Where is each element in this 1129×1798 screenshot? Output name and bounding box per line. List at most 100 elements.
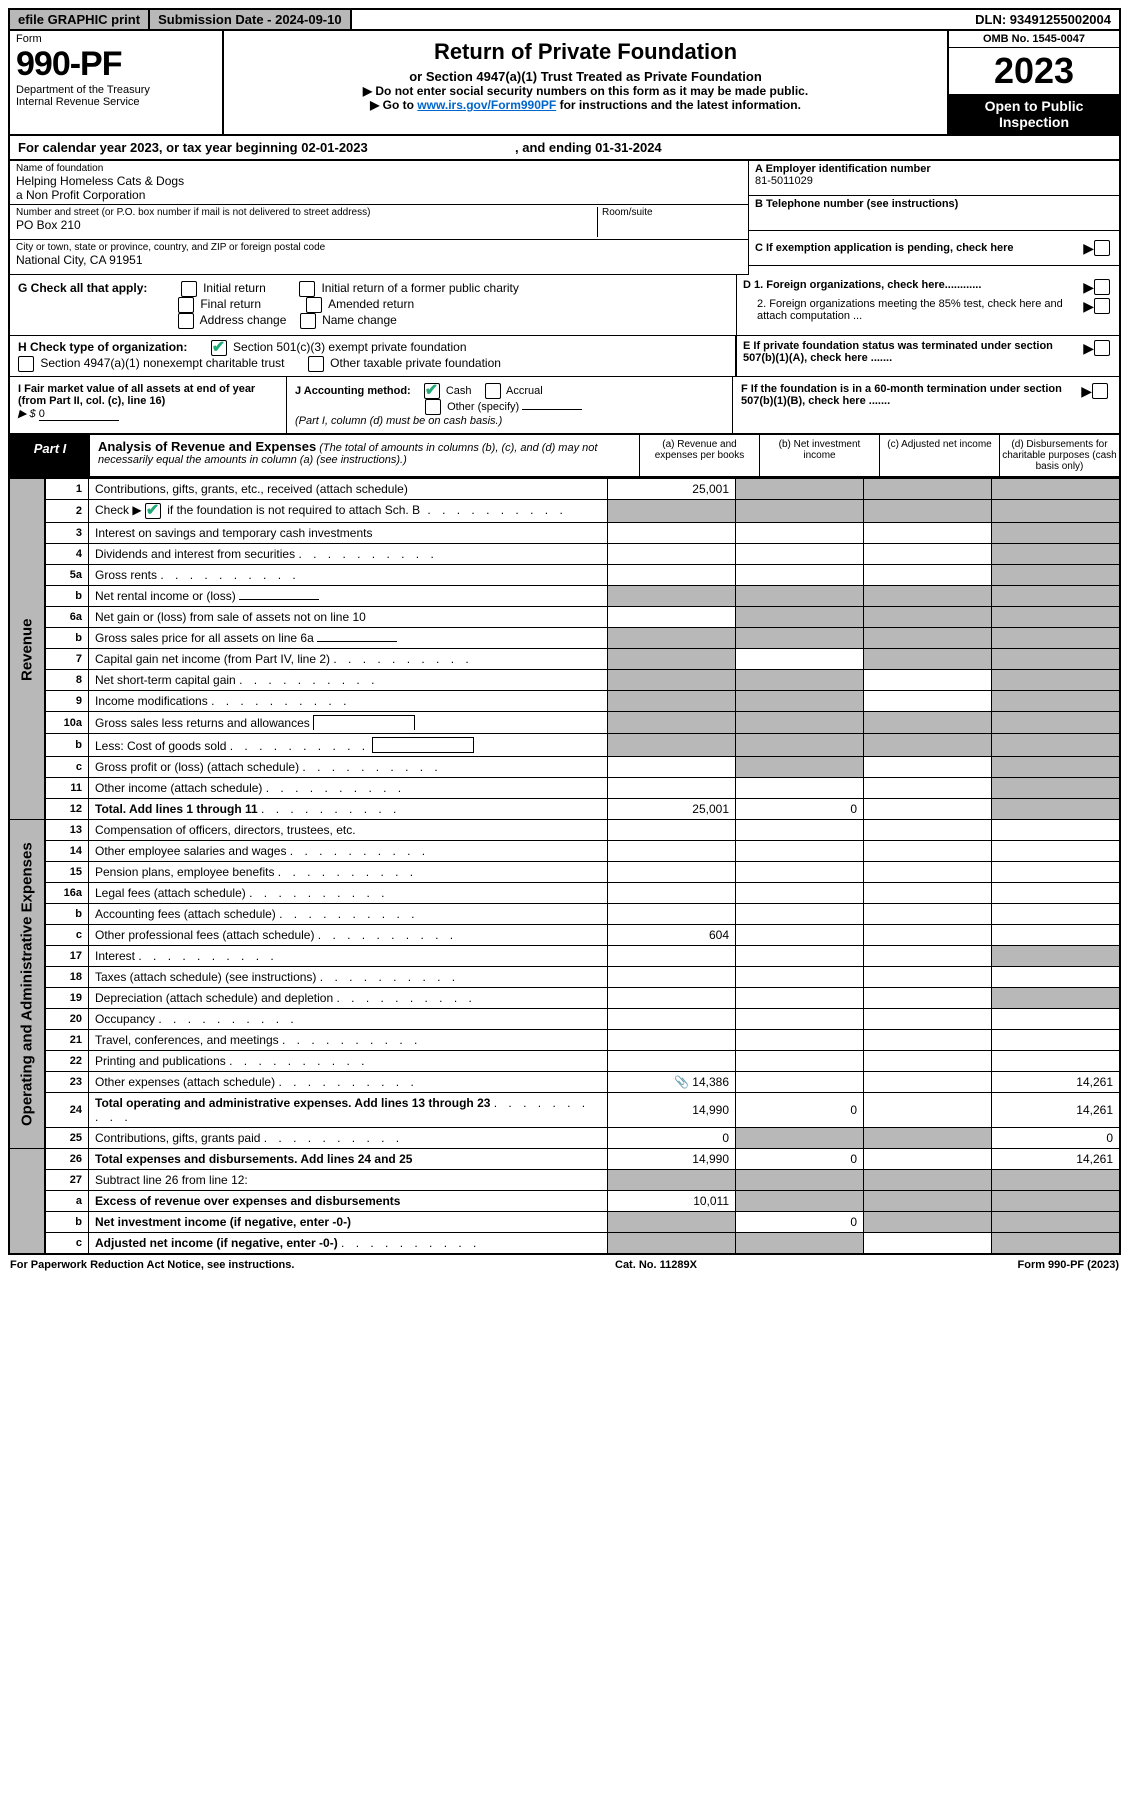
open-inspection: Open to Public Inspection bbox=[949, 94, 1119, 134]
table-row: bNet rental income or (loss) bbox=[9, 586, 1120, 607]
h-other-checkbox[interactable] bbox=[308, 356, 324, 372]
table-row: 5aGross rents bbox=[9, 565, 1120, 586]
g-amended-checkbox[interactable] bbox=[306, 297, 322, 313]
attachment-icon[interactable]: 📎 bbox=[674, 1075, 689, 1089]
form-title: Return of Private Foundation bbox=[234, 39, 937, 65]
col-a-head: (a) Revenue and expenses per books bbox=[639, 435, 759, 476]
j-accrual-checkbox[interactable] bbox=[485, 383, 501, 399]
e-checkbox[interactable] bbox=[1094, 340, 1110, 356]
form-subtitle: or Section 4947(a)(1) Trust Treated as P… bbox=[234, 69, 937, 84]
table-row: 4Dividends and interest from securities bbox=[9, 544, 1120, 565]
top-bar: efile GRAPHIC print Submission Date - 20… bbox=[8, 8, 1121, 31]
col-d-head: (d) Disbursements for charitable purpose… bbox=[999, 435, 1119, 476]
schb-checkbox[interactable] bbox=[145, 503, 161, 519]
name-label: Name of foundation bbox=[16, 163, 742, 174]
table-row: 12Total. Add lines 1 through 11 25,0010 bbox=[9, 799, 1120, 820]
g-opt-name: Name change bbox=[322, 313, 397, 327]
part1-tab: Part I bbox=[10, 435, 90, 476]
f-checkbox[interactable] bbox=[1092, 383, 1108, 399]
form-note-1: ▶ Do not enter social security numbers o… bbox=[234, 84, 937, 98]
footer-left: For Paperwork Reduction Act Notice, see … bbox=[10, 1259, 294, 1271]
form-note-2: ▶ Go to www.irs.gov/Form990PF for instru… bbox=[234, 98, 937, 112]
efile-button[interactable]: efile GRAPHIC print bbox=[10, 10, 150, 29]
footer-right: Form 990-PF (2023) bbox=[1018, 1259, 1119, 1271]
city: National City, CA 91951 bbox=[16, 253, 742, 267]
table-row: 18Taxes (attach schedule) (see instructi… bbox=[9, 967, 1120, 988]
table-row: 9Income modifications bbox=[9, 691, 1120, 712]
g-address-checkbox[interactable] bbox=[178, 313, 194, 329]
g-name-checkbox[interactable] bbox=[300, 313, 316, 329]
h-opt1: Section 501(c)(3) exempt private foundat… bbox=[233, 340, 466, 354]
page-footer: For Paperwork Reduction Act Notice, see … bbox=[8, 1255, 1121, 1275]
city-label: City or town, state or province, country… bbox=[16, 242, 742, 253]
cal-end: 01-31-2024 bbox=[595, 140, 662, 155]
table-row: 20Occupancy bbox=[9, 1009, 1120, 1030]
g-opt-final: Final return bbox=[200, 297, 261, 311]
phone-label: B Telephone number (see instructions) bbox=[755, 198, 958, 210]
section-i-j-f: I Fair market value of all assets at end… bbox=[8, 376, 1121, 435]
g-final-checkbox[interactable] bbox=[178, 297, 194, 313]
table-row: 26Total expenses and disbursements. Add … bbox=[9, 1149, 1120, 1170]
form-number: 990-PF bbox=[16, 45, 216, 84]
g-former-checkbox[interactable] bbox=[299, 281, 315, 297]
h-opt2: Section 4947(a)(1) nonexempt charitable … bbox=[40, 356, 284, 370]
g-initial-checkbox[interactable] bbox=[181, 281, 197, 297]
col-c-head: (c) Adjusted net income bbox=[879, 435, 999, 476]
form-header: Form 990-PF Department of the Treasury I… bbox=[8, 31, 1121, 136]
arrow-icon: ▶ bbox=[1083, 279, 1094, 296]
col-b-head: (b) Net investment income bbox=[759, 435, 879, 476]
table-row: Revenue 1Contributions, gifts, grants, e… bbox=[9, 479, 1120, 500]
table-row: 2Check ▶ if the foundation is not requir… bbox=[9, 500, 1120, 523]
form990pf-link[interactable]: www.irs.gov/Form990PF bbox=[417, 98, 556, 112]
table-row: 25Contributions, gifts, grants paid 00 bbox=[9, 1128, 1120, 1149]
j-other-checkbox[interactable] bbox=[425, 399, 441, 415]
table-row: 16aLegal fees (attach schedule) bbox=[9, 883, 1120, 904]
calendar-year-row: For calendar year 2023, or tax year begi… bbox=[8, 136, 1121, 161]
cal-pre: For calendar year 2023, or tax year begi… bbox=[18, 140, 301, 155]
g-opt-amended: Amended return bbox=[328, 297, 414, 311]
arrow-icon: ▶ bbox=[1083, 240, 1094, 257]
j-cash-checkbox[interactable] bbox=[424, 383, 440, 399]
table-row: 19Depreciation (attach schedule) and dep… bbox=[9, 988, 1120, 1009]
entity-info: Name of foundation Helping Homeless Cats… bbox=[8, 161, 1121, 275]
foundation-name: Helping Homeless Cats & Dogs a Non Profi… bbox=[16, 174, 742, 202]
table-row: 6aNet gain or (loss) from sale of assets… bbox=[9, 607, 1120, 628]
cal-mid: , and ending bbox=[515, 140, 595, 155]
i-value: 0 bbox=[39, 408, 119, 421]
part1-header: Part I Analysis of Revenue and Expenses … bbox=[8, 435, 1121, 478]
arrow-icon: ▶ bbox=[1083, 298, 1094, 322]
c-checkbox[interactable] bbox=[1094, 240, 1110, 256]
table-row: bAccounting fees (attach schedule) bbox=[9, 904, 1120, 925]
arrow-icon: ▶ bbox=[1081, 383, 1092, 407]
h-501c3-checkbox[interactable] bbox=[211, 340, 227, 356]
j-label: J Accounting method: bbox=[295, 385, 411, 397]
room-label: Room/suite bbox=[602, 207, 742, 218]
d2-label: 2. Foreign organizations meeting the 85%… bbox=[743, 298, 1083, 322]
table-row: bLess: Cost of goods sold bbox=[9, 734, 1120, 757]
h-opt3: Other taxable private foundation bbox=[330, 356, 501, 370]
cal-begin: 02-01-2023 bbox=[301, 140, 368, 155]
g-opt-former: Initial return of a former public charit… bbox=[321, 281, 518, 295]
c-label: C If exemption application is pending, c… bbox=[755, 242, 1014, 254]
d1-label: D 1. Foreign organizations, check here..… bbox=[743, 279, 981, 291]
d1-checkbox[interactable] bbox=[1094, 279, 1110, 295]
addr-label: Number and street (or P.O. box number if… bbox=[16, 207, 597, 218]
omb-number: OMB No. 1545-0047 bbox=[949, 31, 1119, 48]
dept-label: Department of the Treasury Internal Reve… bbox=[16, 84, 216, 108]
g-opt-address: Address change bbox=[200, 313, 287, 327]
j-cash: Cash bbox=[446, 385, 472, 397]
table-row: aExcess of revenue over expenses and dis… bbox=[9, 1191, 1120, 1212]
expenses-side-label: Operating and Administrative Expenses bbox=[9, 820, 45, 1149]
table-row: 3Interest on savings and temporary cash … bbox=[9, 523, 1120, 544]
h-label: H Check type of organization: bbox=[18, 340, 187, 354]
table-row: 17Interest bbox=[9, 946, 1120, 967]
note2-pre: ▶ Go to bbox=[370, 98, 417, 112]
table-row: cGross profit or (loss) (attach schedule… bbox=[9, 757, 1120, 778]
address: PO Box 210 bbox=[16, 218, 597, 232]
d2-checkbox[interactable] bbox=[1094, 298, 1110, 314]
h-4947-checkbox[interactable] bbox=[18, 356, 34, 372]
table-row: 11Other income (attach schedule) bbox=[9, 778, 1120, 799]
i-arrow: ▶ $ bbox=[18, 408, 36, 420]
ein: 81-5011029 bbox=[755, 175, 813, 187]
submission-date: Submission Date - 2024-09-10 bbox=[150, 10, 352, 29]
